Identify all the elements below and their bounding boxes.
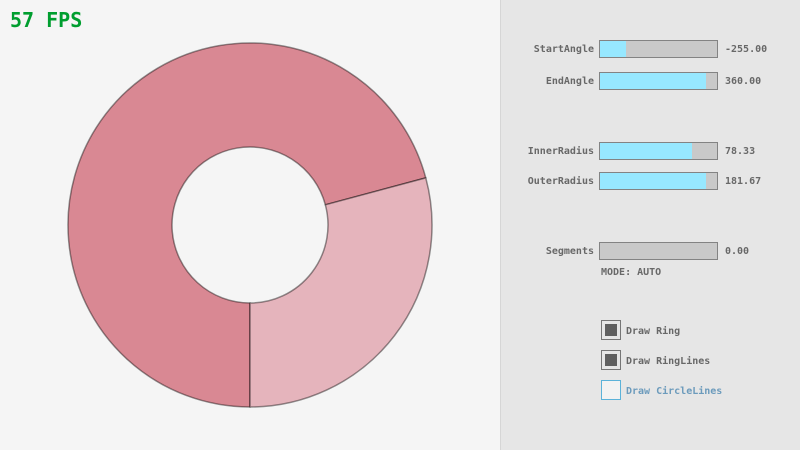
checkbox-row-draw-circlelines: Draw CircleLines [501,380,800,400]
segments-label: Segments [545,246,594,257]
draw-circlelines-label: Draw CircleLines [626,386,723,397]
end-angle-slider-fill [600,73,707,89]
fps-counter: 57 FPS [10,8,83,32]
segments-value: 0.00 [725,246,750,257]
end-angle-value: 360.00 [725,76,762,87]
end-angle-label: EndAngle [545,76,594,87]
start-angle-slider[interactable] [599,40,718,58]
draw-circlelines-checkbox[interactable] [601,380,621,400]
outer-radius-slider-fill [600,173,707,189]
checkbox-row-draw-ring: Draw Ring [501,320,800,340]
control-panel: StartAngle -255.00 EndAngle 360.00 Inner… [500,0,800,450]
draw-ring-checkbox[interactable] [601,320,621,340]
inner-radius-slider-fill [600,143,693,159]
outer-radius-label: OuterRadius [527,176,594,187]
checkmark-fill [605,324,617,336]
checkmark-fill [605,354,617,366]
segments-mode-text: MODE: AUTO [601,267,662,278]
segments-slider[interactable] [599,242,718,260]
inner-radius-label: InnerRadius [527,146,594,157]
checkbox-row-draw-ringlines: Draw RingLines [501,350,800,370]
draw-ring-label: Draw Ring [626,326,681,337]
slider-row-start-angle: StartAngle -255.00 [501,40,800,58]
ring-sector-light [249,177,433,408]
start-angle-value: -255.00 [725,44,768,55]
draw-ringlines-label: Draw RingLines [626,356,711,367]
inner-radius-value: 78.33 [725,146,756,157]
outer-radius-slider[interactable] [599,172,718,190]
inner-radius-slider[interactable] [599,142,718,160]
outer-radius-value: 181.67 [725,176,762,187]
draw-ringlines-checkbox[interactable] [601,350,621,370]
slider-row-outer-radius: OuterRadius 181.67 [501,172,800,190]
slider-row-inner-radius: InnerRadius 78.33 [501,142,800,160]
start-angle-label: StartAngle [533,44,594,55]
end-angle-slider[interactable] [599,72,718,90]
start-angle-slider-fill [600,41,626,57]
ring-sector-dark [67,42,427,408]
slider-row-end-angle: EndAngle 360.00 [501,72,800,90]
slider-row-segments: Segments 0.00 [501,242,800,260]
